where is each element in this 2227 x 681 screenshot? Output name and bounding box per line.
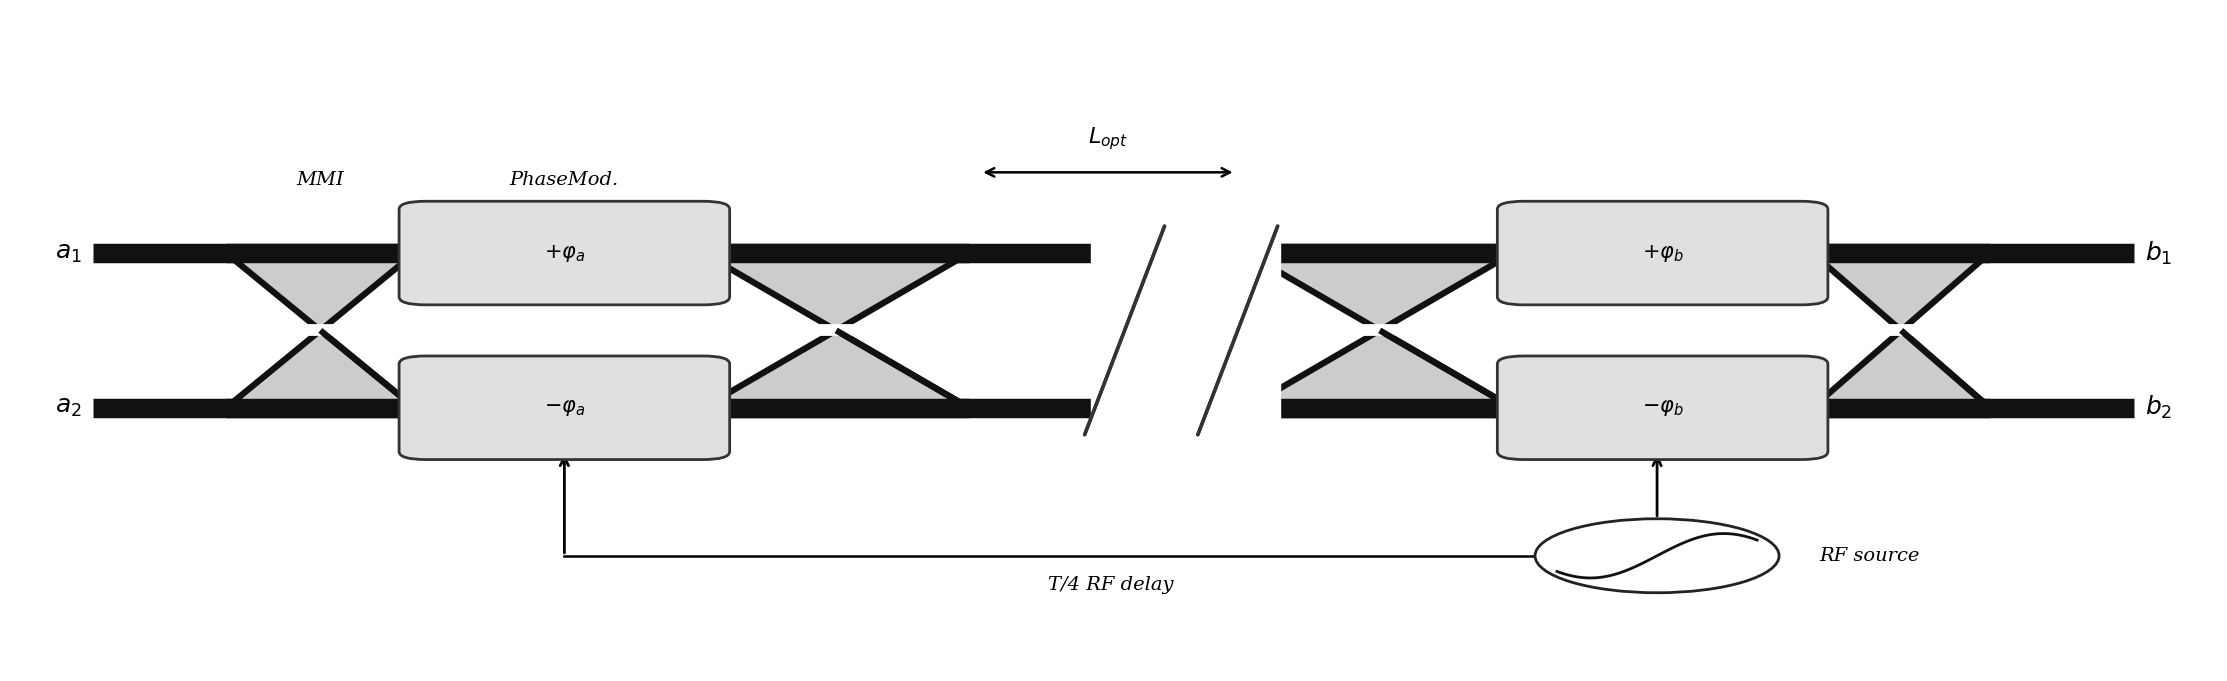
- FancyBboxPatch shape: [399, 356, 730, 460]
- Polygon shape: [1813, 253, 1991, 330]
- FancyBboxPatch shape: [1497, 356, 1828, 460]
- Polygon shape: [225, 330, 414, 408]
- Text: MMI: MMI: [296, 171, 345, 189]
- Polygon shape: [704, 253, 969, 330]
- Circle shape: [1534, 519, 1779, 592]
- Polygon shape: [1247, 253, 1512, 330]
- FancyBboxPatch shape: [399, 202, 730, 305]
- Polygon shape: [1247, 330, 1512, 408]
- Text: $-\varphi_b$: $-\varphi_b$: [1641, 398, 1684, 417]
- Text: T/4 RF delay: T/4 RF delay: [1049, 576, 1174, 594]
- Polygon shape: [1813, 330, 1991, 408]
- Text: $L_{opt}$: $L_{opt}$: [1087, 125, 1129, 152]
- FancyBboxPatch shape: [1497, 202, 1828, 305]
- Text: $b_1$: $b_1$: [2145, 240, 2174, 267]
- Polygon shape: [704, 330, 969, 408]
- Text: $-\varphi_a$: $-\varphi_a$: [543, 398, 586, 417]
- Text: $+\varphi_b$: $+\varphi_b$: [1641, 242, 1684, 264]
- Text: PhaseMod.: PhaseMod.: [510, 171, 619, 189]
- Text: $+\varphi_a$: $+\varphi_a$: [543, 242, 586, 264]
- Text: $a_2$: $a_2$: [56, 396, 82, 419]
- Text: RF source: RF source: [1819, 547, 1920, 565]
- Polygon shape: [225, 253, 414, 330]
- Text: $b_2$: $b_2$: [2145, 394, 2171, 422]
- Text: $a_1$: $a_1$: [56, 242, 82, 264]
